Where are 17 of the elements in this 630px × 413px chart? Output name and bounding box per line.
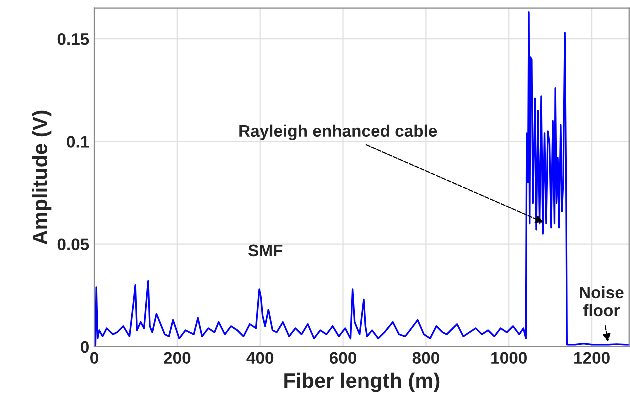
x-tick-label: 800 <box>412 352 440 364</box>
annotation: Rayleigh enhanced cable <box>240 124 438 140</box>
x-tick-label: 400 <box>246 352 274 364</box>
y-tick-label: 0.05 <box>58 238 90 250</box>
annotation: Noise floor <box>580 286 624 317</box>
x-axis-title: Fiber length (m) <box>284 372 440 392</box>
x-tick-label: 0 <box>90 352 98 364</box>
line-series <box>94 12 630 347</box>
x-tick-label: 600 <box>330 352 356 364</box>
x-tick-label: 200 <box>164 352 191 364</box>
y-tick-label: 0.1 <box>67 136 90 148</box>
x-tick-label: 1200 <box>574 352 610 364</box>
x-tick-label: 1000 <box>492 352 527 364</box>
y-tick-label: 0.15 <box>58 33 90 46</box>
y-axis-title: Amplitude (V) <box>32 110 52 245</box>
annotation: SMF <box>248 244 283 257</box>
y-tick-label: 0 <box>81 341 89 354</box>
